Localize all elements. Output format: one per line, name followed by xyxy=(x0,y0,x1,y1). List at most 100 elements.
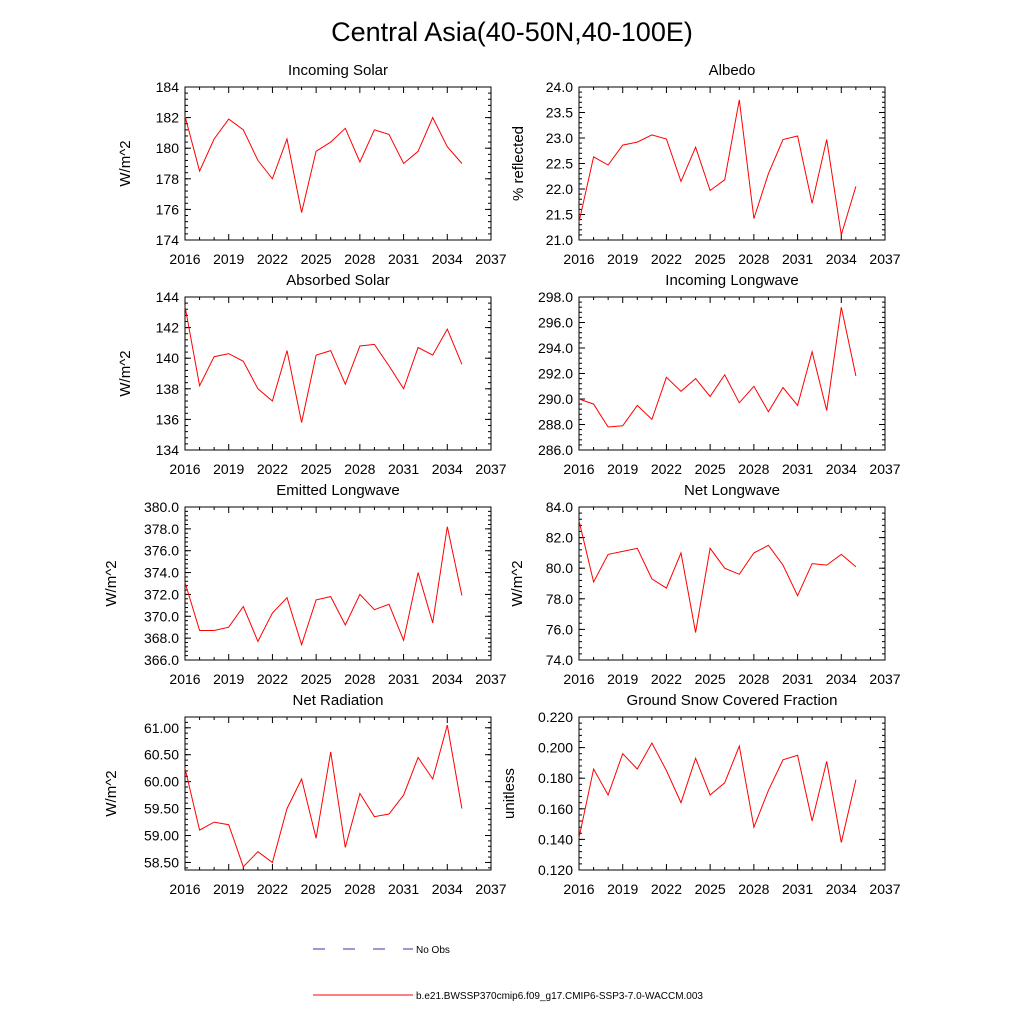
y-axis-label: W/m^2 xyxy=(103,560,120,606)
x-tick-label: 2022 xyxy=(257,671,288,687)
series-line xyxy=(578,741,857,843)
x-tick-label: 2031 xyxy=(782,671,813,687)
x-tick-label: 2028 xyxy=(344,251,375,267)
y-tick-label: 138 xyxy=(156,381,180,397)
x-tick-label: 2025 xyxy=(695,461,726,477)
x-tick-label: 2016 xyxy=(169,251,200,267)
y-tick-label: 0.160 xyxy=(538,801,573,817)
x-tick-label: 2034 xyxy=(432,461,463,477)
panel-net-longwave: Net Longwave 2016 2019 2022 2025 2028 2031 2034… xyxy=(509,482,901,687)
x-tick-label: 2037 xyxy=(869,671,900,687)
y-tick-label: 372.0 xyxy=(144,586,179,602)
x-tick-label: 2019 xyxy=(213,881,244,897)
panel-title: Absorbed Solar xyxy=(286,272,389,289)
y-tick-label: 21.0 xyxy=(546,232,573,248)
x-tick-label: 2034 xyxy=(826,251,857,267)
y-tick-label: 182 xyxy=(156,110,180,126)
x-tick-label: 2031 xyxy=(782,251,813,267)
legend-no-obs-label: No Obs xyxy=(416,945,450,956)
x-tick-label: 2016 xyxy=(169,461,200,477)
panel-title: Albedo xyxy=(709,62,756,79)
y-tick-label: 58.50 xyxy=(144,854,179,870)
x-tick-label: 2034 xyxy=(432,881,463,897)
y-axis-label: % reflected xyxy=(510,126,527,201)
y-tick-label: 174 xyxy=(156,232,180,248)
y-tick-label: 286.0 xyxy=(538,442,573,458)
y-tick-label: 0.120 xyxy=(538,862,573,878)
series-line xyxy=(578,307,857,428)
x-tick-label: 2037 xyxy=(475,881,506,897)
plot-frame xyxy=(184,506,492,661)
y-tick-label: 142 xyxy=(156,320,180,336)
y-tick-label: 380.0 xyxy=(144,499,179,515)
y-tick-label: 370.0 xyxy=(144,608,179,624)
x-tick-label: 2028 xyxy=(344,881,375,897)
x-tick-label: 2019 xyxy=(607,671,638,687)
panel-title: Net Longwave xyxy=(684,482,780,499)
y-tick-label: 296.0 xyxy=(538,315,573,331)
x-tick-label: 2022 xyxy=(651,671,682,687)
x-tick-label: 2028 xyxy=(738,671,769,687)
x-tick-label: 2037 xyxy=(475,671,506,687)
x-tick-label: 2025 xyxy=(695,671,726,687)
x-tick-label: 2025 xyxy=(301,881,332,897)
series-line xyxy=(184,306,463,423)
y-tick-label: 23.5 xyxy=(546,105,573,121)
panel-ground-snow-covered-fraction: Ground Snow Covered Fraction 2016 2019 2022… xyxy=(501,692,901,897)
x-tick-label: 2028 xyxy=(738,461,769,477)
x-tick-label: 2019 xyxy=(213,251,244,267)
y-tick-label: 60.00 xyxy=(144,774,179,790)
x-tick-label: 2028 xyxy=(738,251,769,267)
x-tick-label: 2016 xyxy=(563,251,594,267)
x-tick-label: 2031 xyxy=(388,881,419,897)
x-tick-label: 2034 xyxy=(432,251,463,267)
y-tick-label: 292.0 xyxy=(538,366,573,382)
y-tick-label: 0.140 xyxy=(538,831,573,847)
x-tick-label: 2019 xyxy=(607,251,638,267)
x-tick-label: 2028 xyxy=(738,881,769,897)
y-tick-label: 80.0 xyxy=(546,560,573,576)
x-tick-label: 2019 xyxy=(607,881,638,897)
x-tick-label: 2019 xyxy=(607,461,638,477)
y-tick-label: 134 xyxy=(156,442,180,458)
plot-frame xyxy=(184,86,492,241)
series-line xyxy=(184,724,463,868)
y-tick-label: 22.0 xyxy=(546,181,573,197)
y-tick-label: 78.0 xyxy=(546,591,573,607)
x-tick-label: 2031 xyxy=(388,461,419,477)
y-axis-label: W/m^2 xyxy=(509,560,526,606)
x-tick-label: 2022 xyxy=(651,251,682,267)
series-line xyxy=(578,520,857,633)
x-tick-label: 2037 xyxy=(475,461,506,477)
x-tick-label: 2025 xyxy=(301,461,332,477)
y-tick-label: 61.00 xyxy=(144,720,179,736)
x-tick-label: 2025 xyxy=(695,881,726,897)
x-tick-label: 2025 xyxy=(695,251,726,267)
x-tick-label: 2034 xyxy=(826,671,857,687)
x-tick-label: 2031 xyxy=(782,881,813,897)
y-tick-label: 59.50 xyxy=(144,801,179,817)
x-tick-label: 2022 xyxy=(257,461,288,477)
x-tick-label: 2025 xyxy=(301,671,332,687)
x-tick-label: 2019 xyxy=(213,461,244,477)
x-tick-label: 2025 xyxy=(301,251,332,267)
panel-title: Ground Snow Covered Fraction xyxy=(627,692,838,709)
x-tick-label: 2016 xyxy=(169,881,200,897)
x-tick-label: 2037 xyxy=(869,461,900,477)
x-tick-label: 2022 xyxy=(257,251,288,267)
y-tick-label: 378.0 xyxy=(144,521,179,537)
x-tick-label: 2022 xyxy=(651,881,682,897)
legend-model-label: b.e21.BWSSP370cmip6.f09_g17.CMIP6-SSP3-7… xyxy=(416,991,703,1002)
x-tick-label: 2019 xyxy=(213,671,244,687)
y-tick-label: 288.0 xyxy=(538,417,573,433)
panel-incoming-longwave: Incoming Longwave 2016 2019 2022 2025 2028 203… xyxy=(538,272,901,477)
x-tick-label: 2031 xyxy=(388,251,419,267)
y-tick-label: 290.0 xyxy=(538,391,573,407)
panel-albedo: Albedo 2016 2019 2022 2025 2028 2031 2034 2037 21… xyxy=(510,62,901,267)
y-tick-label: 366.0 xyxy=(144,652,179,668)
x-tick-label: 2037 xyxy=(869,251,900,267)
panel-net-radiation: Net Radiation 2016 2019 2022 2025 2028 2031 203… xyxy=(103,692,507,897)
y-tick-label: 376.0 xyxy=(144,543,179,559)
series-line xyxy=(184,526,463,647)
